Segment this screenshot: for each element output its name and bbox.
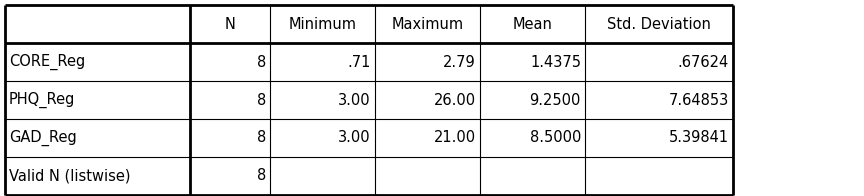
Text: 3.00: 3.00 <box>339 131 371 145</box>
Text: 8: 8 <box>257 93 266 107</box>
Text: 5.39841: 5.39841 <box>669 131 729 145</box>
Text: .67624: .67624 <box>677 54 729 70</box>
Text: 1.4375: 1.4375 <box>530 54 581 70</box>
Text: N: N <box>225 16 235 32</box>
Text: Std. Deviation: Std. Deviation <box>607 16 711 32</box>
Text: 2.79: 2.79 <box>443 54 476 70</box>
Text: 8.5000: 8.5000 <box>530 131 581 145</box>
Text: 8: 8 <box>257 131 266 145</box>
Text: Valid N (listwise): Valid N (listwise) <box>9 169 130 183</box>
Text: 8: 8 <box>257 54 266 70</box>
Text: Mean: Mean <box>512 16 552 32</box>
Text: Minimum: Minimum <box>289 16 357 32</box>
Text: PHQ_Reg: PHQ_Reg <box>9 92 75 108</box>
Text: 8: 8 <box>257 169 266 183</box>
Text: CORE_Reg: CORE_Reg <box>9 54 86 70</box>
Text: 26.00: 26.00 <box>434 93 476 107</box>
Text: Maximum: Maximum <box>391 16 464 32</box>
Text: 7.64853: 7.64853 <box>669 93 729 107</box>
Text: 3.00: 3.00 <box>339 93 371 107</box>
Text: 21.00: 21.00 <box>434 131 476 145</box>
Text: 9.2500: 9.2500 <box>530 93 581 107</box>
Text: .71: .71 <box>347 54 371 70</box>
Text: GAD_Reg: GAD_Reg <box>9 130 77 146</box>
